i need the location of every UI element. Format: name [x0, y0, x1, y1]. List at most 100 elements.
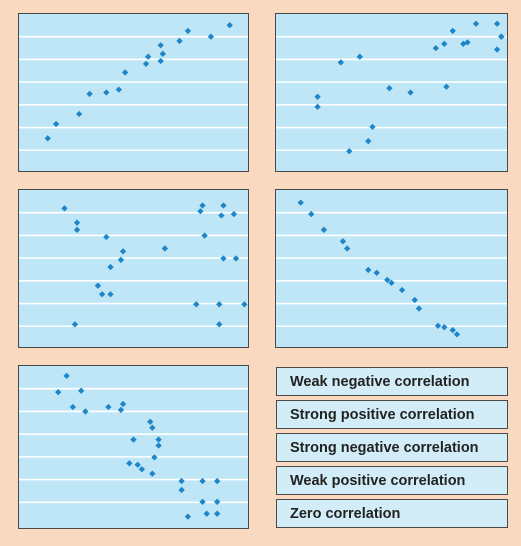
data-point — [130, 436, 137, 443]
data-point — [415, 305, 423, 312]
data-point — [107, 291, 114, 298]
data-point — [216, 321, 223, 328]
data-point — [449, 326, 456, 334]
data-point — [119, 400, 127, 408]
data-point — [220, 202, 227, 209]
data-point — [157, 57, 164, 65]
data-point — [184, 513, 192, 520]
scatter-plot-middle-left — [19, 202, 248, 328]
data-point — [147, 418, 154, 425]
data-point — [207, 33, 215, 40]
data-point — [199, 202, 206, 209]
data-point — [178, 486, 185, 494]
data-point — [314, 103, 321, 110]
data-point — [230, 210, 238, 218]
data-point — [142, 60, 150, 68]
data-point — [73, 219, 81, 226]
label-strong-negative-correlation[interactable]: Strong negative correlation — [276, 433, 508, 462]
data-point — [241, 301, 248, 308]
data-point — [69, 403, 77, 411]
data-point — [134, 461, 141, 468]
data-point — [61, 205, 68, 212]
data-point — [184, 27, 192, 35]
data-point — [82, 408, 89, 415]
data-point — [314, 93, 321, 100]
data-point — [464, 39, 471, 46]
data-point — [157, 42, 164, 49]
data-point — [337, 59, 344, 66]
data-point — [441, 324, 448, 331]
data-point — [339, 238, 347, 245]
data-point — [149, 470, 156, 477]
scatter-panel-bottom-left — [18, 365, 249, 529]
data-point — [226, 22, 233, 29]
data-point — [117, 406, 125, 414]
data-point — [449, 27, 456, 35]
data-point — [155, 436, 162, 443]
data-point — [216, 301, 223, 308]
data-point — [138, 466, 146, 473]
data-point — [52, 120, 60, 128]
label-zero-correlation[interactable]: Zero correlation — [276, 499, 508, 528]
data-point — [86, 90, 93, 98]
data-point — [55, 389, 62, 396]
data-point — [369, 123, 376, 131]
label-strong-positive-correlation[interactable]: Strong positive correlation — [276, 400, 508, 429]
data-point — [388, 279, 395, 286]
data-point — [220, 255, 227, 262]
scatter-panel-middle-right — [275, 189, 508, 348]
data-point — [365, 266, 372, 274]
data-point — [159, 50, 166, 58]
scatter-panel-top-right — [275, 13, 508, 172]
data-point — [178, 477, 185, 485]
data-point — [71, 321, 79, 328]
data-point — [151, 454, 158, 461]
scatter-panel-middle-left — [18, 189, 249, 348]
label-weak-negative-correlation[interactable]: Weak negative correlation — [276, 367, 508, 396]
data-point — [384, 276, 391, 284]
data-point — [213, 498, 221, 505]
data-point — [386, 85, 393, 92]
data-point — [201, 232, 208, 239]
data-point — [453, 331, 461, 338]
data-point — [73, 226, 81, 234]
data-point — [308, 210, 315, 218]
data-point — [373, 269, 380, 276]
data-point — [149, 424, 156, 431]
data-point — [44, 135, 51, 142]
data-point — [197, 208, 204, 215]
data-point — [493, 20, 501, 27]
data-point — [144, 53, 152, 60]
data-point — [411, 296, 418, 304]
data-point — [365, 138, 372, 145]
scatter-plot-top-right — [276, 20, 507, 155]
data-point — [161, 245, 169, 252]
data-point — [443, 83, 450, 90]
data-point — [472, 20, 480, 27]
data-point — [199, 498, 206, 505]
scatter-plot-bottom-left — [19, 372, 248, 520]
scatter-plot-middle-right — [276, 199, 507, 338]
data-point — [155, 442, 162, 449]
data-point — [119, 248, 127, 255]
data-point — [193, 301, 200, 308]
data-point — [121, 69, 129, 76]
data-point — [297, 199, 304, 206]
data-point — [498, 33, 505, 40]
data-point — [176, 37, 183, 45]
data-point — [98, 291, 106, 298]
scatter-panel-top-left — [18, 13, 249, 172]
data-point — [218, 212, 225, 219]
data-point — [94, 282, 102, 289]
scatter-plot-top-left — [19, 22, 248, 152]
data-point — [115, 86, 123, 93]
data-point — [63, 372, 70, 380]
data-point — [203, 510, 210, 517]
data-point — [346, 148, 353, 155]
data-point — [105, 403, 112, 411]
data-point — [107, 263, 114, 271]
data-point — [126, 460, 133, 467]
label-weak-positive-correlation[interactable]: Weak positive correlation — [276, 466, 508, 495]
data-point — [103, 89, 110, 96]
data-point — [434, 322, 442, 329]
